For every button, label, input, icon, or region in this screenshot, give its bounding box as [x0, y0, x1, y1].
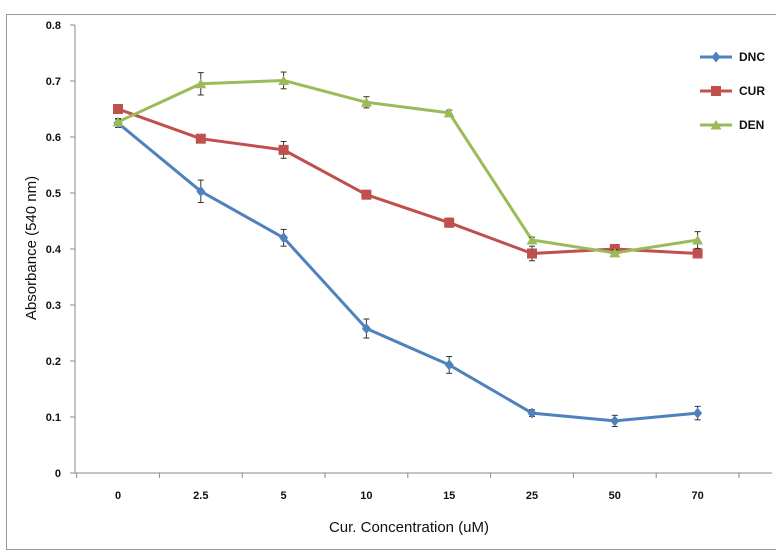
data-point — [443, 107, 455, 118]
y-tick-label: 0.8 — [46, 20, 61, 32]
data-point — [693, 407, 703, 419]
data-point — [444, 217, 455, 228]
data-point — [610, 415, 620, 427]
x-axis-title: Cur. Concentration (uM) — [329, 519, 489, 536]
data-point — [361, 323, 371, 335]
legend: DNC CUR DEN — [700, 50, 765, 132]
x-tick-label: 10 — [360, 490, 372, 502]
data-point — [112, 116, 124, 127]
data-point — [444, 359, 454, 371]
legend-item-dnc: DNC — [700, 50, 765, 64]
y-tick-label: 0 — [55, 468, 61, 480]
y-tick-label: 0.4 — [46, 244, 62, 256]
legend-label: DEN — [739, 118, 764, 132]
data-point — [527, 248, 537, 259]
data-point — [527, 407, 537, 419]
data-point — [196, 185, 206, 197]
y-tick-label: 0.7 — [46, 76, 61, 88]
y-tick-label: 0.6 — [46, 132, 61, 144]
y-axis-title: Absorbance (540 nm) — [23, 176, 40, 320]
data-point — [278, 75, 290, 85]
legend-marker — [711, 86, 721, 96]
legend-marker — [710, 120, 722, 130]
series-line — [117, 78, 698, 255]
data-point — [360, 97, 372, 107]
x-tick-label: 15 — [443, 490, 455, 502]
y-tick-label: 0.2 — [46, 356, 61, 368]
data-point — [195, 78, 207, 89]
data-point — [279, 232, 289, 244]
chart-frame — [6, 14, 776, 550]
x-tick-label: 70 — [691, 490, 703, 502]
y-tick-label: 0.3 — [46, 300, 61, 312]
legend-label: DNC — [739, 50, 765, 64]
data-point — [278, 144, 289, 155]
data-point — [526, 235, 538, 245]
legend-label: CUR — [739, 84, 765, 98]
y-tick-label: 0.1 — [46, 412, 61, 424]
series-den — [112, 71, 704, 258]
x-tick-label: 5 — [281, 490, 287, 502]
series-line — [117, 121, 698, 423]
data-point — [113, 104, 123, 114]
legend-item-cur: CUR — [700, 84, 765, 98]
legend-marker — [711, 51, 721, 63]
y-tick-label: 0.5 — [46, 188, 61, 200]
data-point — [361, 189, 372, 200]
series-dnc — [113, 117, 703, 428]
series-layer — [112, 71, 704, 428]
series-cur — [113, 104, 703, 262]
x-tick-label: 0 — [115, 490, 121, 502]
x-tick-label: 25 — [526, 490, 538, 502]
data-point — [195, 133, 206, 144]
y-ticks: 0 0.1 0.2 0.3 0.4 0.5 0.6 0.7 0.8 — [46, 20, 75, 480]
data-point — [692, 248, 703, 259]
legend-item-den: DEN — [700, 118, 764, 132]
x-tick-label: 2.5 — [193, 490, 208, 502]
data-point — [609, 247, 621, 258]
x-ticks: 0 2.5 5 10 15 25 50 70 — [76, 473, 740, 502]
series-line — [117, 107, 698, 255]
data-point — [692, 235, 704, 245]
x-tick-label: 50 — [609, 490, 621, 502]
